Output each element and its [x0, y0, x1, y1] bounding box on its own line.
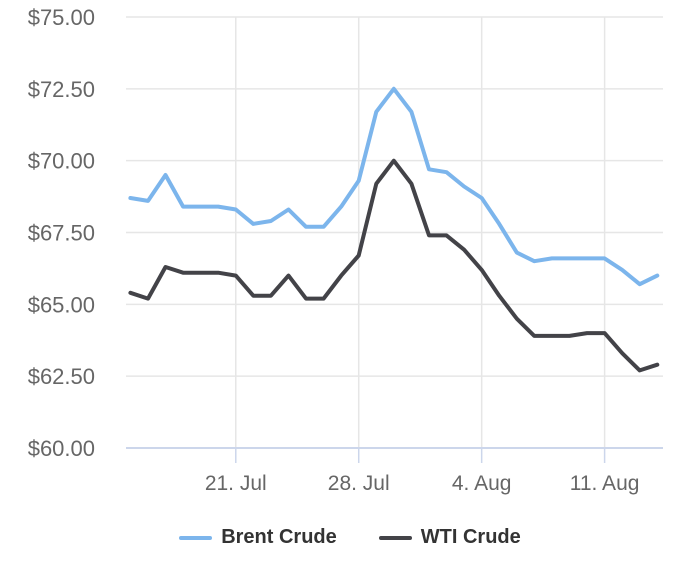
svg-text:4. Aug: 4. Aug — [452, 472, 512, 495]
svg-text:11. Aug: 11. Aug — [570, 472, 640, 495]
wti-line-marker — [378, 535, 412, 540]
svg-text:$75.00: $75.00 — [28, 5, 95, 30]
x-axis-labels: 21. Jul 28. Jul 4. Aug 11. Aug — [205, 472, 640, 495]
svg-text:$60.00: $60.00 — [28, 436, 95, 461]
svg-text:$67.50: $67.50 — [28, 221, 95, 246]
brent-line-marker — [179, 535, 213, 540]
svg-text:21. Jul: 21. Jul — [205, 472, 267, 495]
y-axis-labels: $75.00 $72.50 $70.00 $67.50 $65.00 $62.50 $60.… — [28, 5, 95, 461]
legend-label-brent: Brent Crude — [221, 526, 337, 548]
horizontal-gridlines — [126, 16, 663, 377]
legend-label-wti: WTI Crude — [420, 526, 521, 548]
chart-plot: $75.00 $72.50 $70.00 $67.50 $65.00 $62.50 $60.… — [28, 5, 663, 495]
x-axis-ticks — [235, 448, 606, 463]
svg-text:$70.00: $70.00 — [28, 149, 95, 174]
legend-item-wti[interactable]: WTI Crude — [378, 526, 521, 549]
svg-text:$62.50: $62.50 — [28, 364, 95, 389]
legend: Brent Crude WTI Crude — [0, 526, 700, 549]
vertical-gridlines — [235, 17, 606, 448]
legend-item-brent[interactable]: Brent Crude — [179, 526, 337, 549]
svg-text:$65.00: $65.00 — [28, 292, 95, 317]
wti-crude-line — [128, 158, 660, 373]
svg-text:28. Jul: 28. Jul — [328, 472, 390, 495]
svg-text:$72.50: $72.50 — [28, 77, 95, 102]
brent-crude-line — [128, 86, 660, 287]
